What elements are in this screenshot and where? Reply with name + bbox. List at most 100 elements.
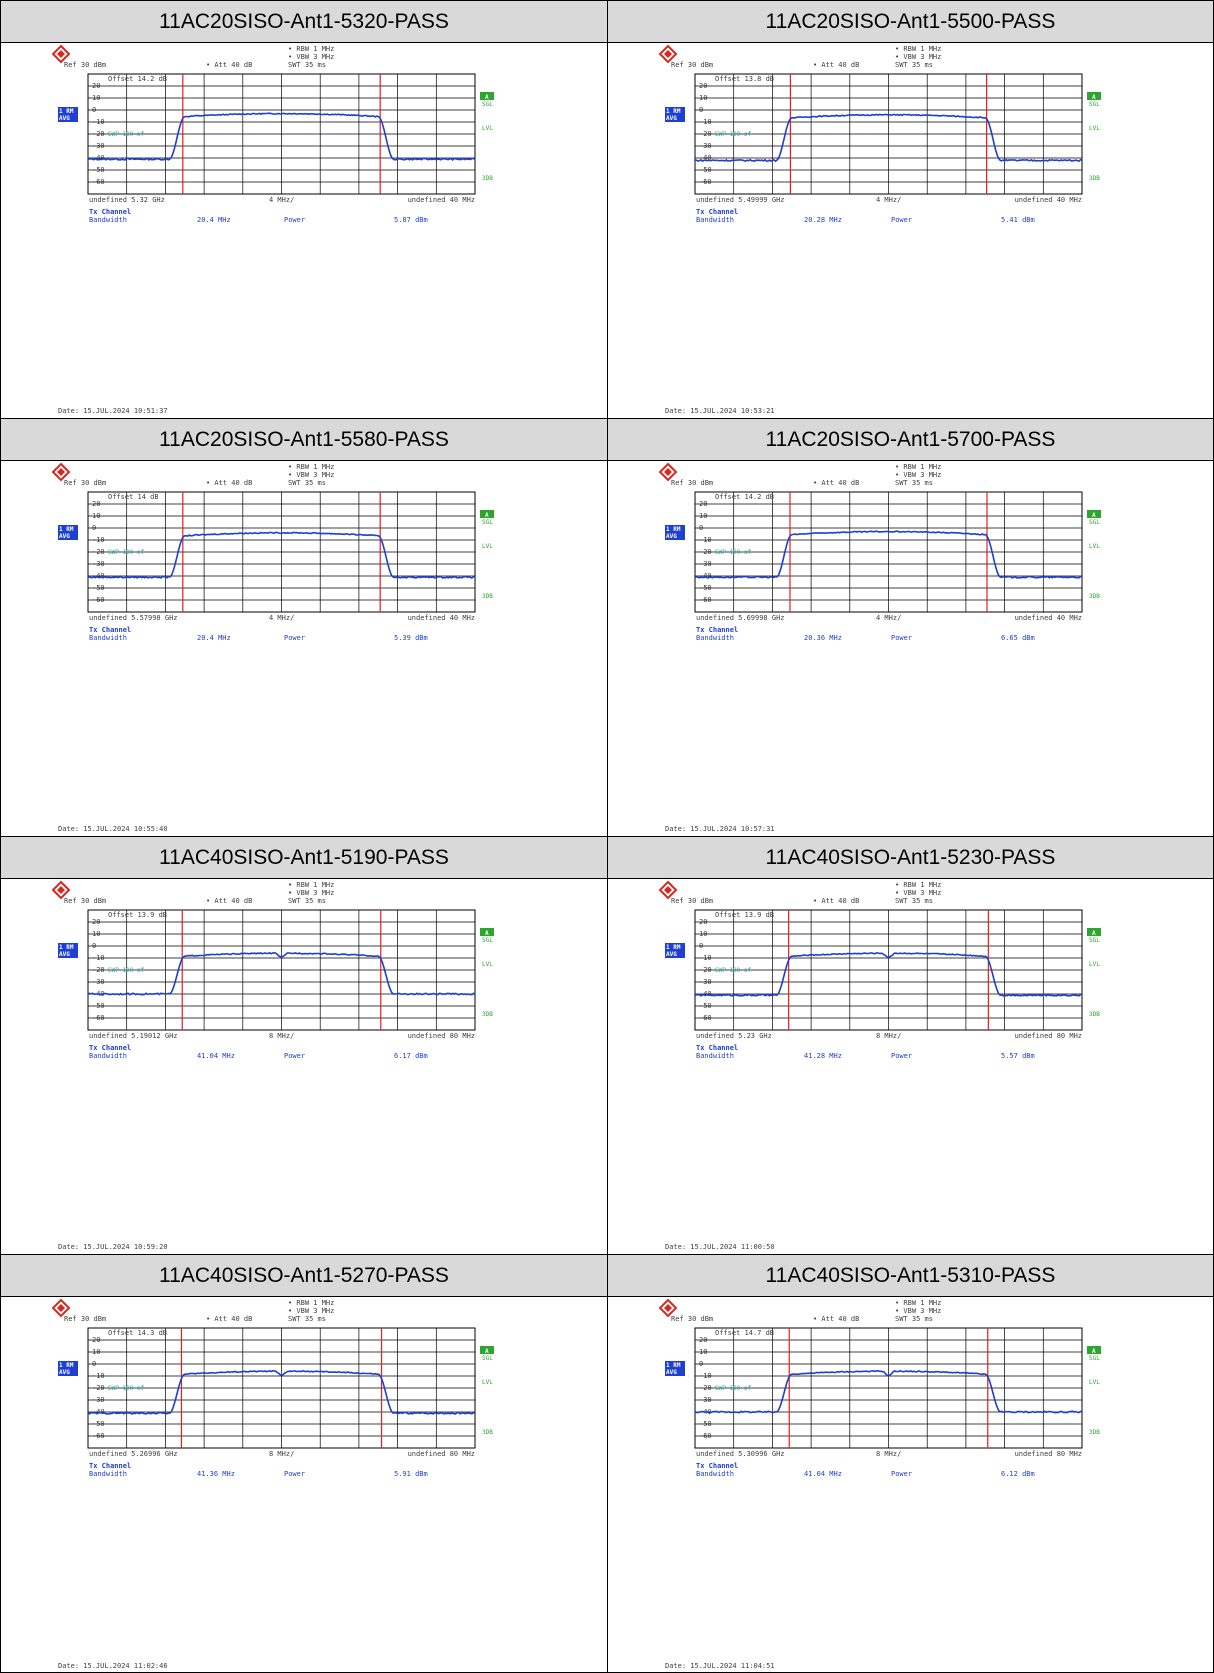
chart-cell: 11AC20SISO-Ant1-5500-PASS • RBW 1 MHz • VB… (607, 0, 1214, 418)
tx-channel-heading: Tx Channel (89, 208, 131, 216)
side-3db-label: 3DB (1089, 593, 1100, 600)
swt-label: SWT 35 ms (288, 897, 326, 905)
trace-label: 1 RM (59, 108, 74, 115)
chart-cell: 11AC40SISO-Ant1-5270-PASS • RBW 1 MHz • VB… (0, 1254, 607, 1673)
side-lvl-label: LVL (482, 125, 493, 132)
power-value: 5.91 dBm (394, 1470, 428, 1478)
power-label: Power (284, 216, 305, 224)
ref-level-label: Ref 30 dBm (64, 1315, 106, 1323)
date-stamp: Date: 15.JUL.2024 10:55:40 (58, 825, 168, 833)
offset-label: Offset 13.8 dB (715, 75, 774, 83)
power-value: 5.41 dBm (1001, 216, 1035, 224)
sweep-label: SWP 100 of (108, 967, 145, 974)
rohde-schwarz-logo-icon (51, 44, 71, 64)
trace-mode: AVG (666, 1369, 677, 1376)
span-label: undefined 80 MHz (1015, 1450, 1082, 1458)
side-lvl-label: LVL (1089, 1379, 1100, 1386)
tx-channel-heading: Tx Channel (696, 626, 738, 634)
side-sgl-label: SGL (482, 519, 493, 526)
rbw-label: • RBW 1 MHz (288, 881, 334, 889)
swt-label: SWT 35 ms (288, 61, 326, 69)
chart-cell: 11AC20SISO-Ant1-5700-PASS • RBW 1 MHz • VB… (607, 418, 1214, 836)
rohde-schwarz-logo-icon (658, 1298, 678, 1318)
tx-channel-heading: Tx Channel (696, 1462, 738, 1470)
plot-grid (694, 491, 1083, 613)
date-stamp: Date: 15.JUL.2024 10:51:37 (58, 407, 168, 415)
bandwidth-value: 41.36 MHz (197, 1470, 235, 1478)
date-stamp: Date: 15.JUL.2024 11:00:50 (665, 1243, 775, 1251)
sweep-label: SWP 100 of (715, 131, 752, 138)
attenuation-label: • Att 40 dB (813, 479, 859, 487)
chart-title: 11AC40SISO-Ant1-5230-PASS (608, 837, 1213, 879)
rbw-label: • RBW 1 MHz (895, 45, 941, 53)
division-label: 4 MHz/ (876, 196, 901, 204)
date-stamp: Date: 15.JUL.2024 11:04:51 (665, 1662, 775, 1670)
power-value: 5.39 dBm (394, 634, 428, 642)
chart-title: 11AC20SISO-Ant1-5700-PASS (608, 419, 1213, 461)
center-frequency-label: undefined 5.49999 GHz (696, 196, 785, 204)
trace-mode: AVG (59, 1369, 70, 1376)
power-label: Power (891, 634, 912, 642)
vbw-label: • VBW 3 MHz (288, 1307, 334, 1315)
ref-level-label: Ref 30 dBm (671, 897, 713, 905)
center-frequency-label: undefined 5.26996 GHz (89, 1450, 178, 1458)
rbw-label: • RBW 1 MHz (288, 463, 334, 471)
trace-label: 1 RM (666, 526, 681, 533)
chart-title: 11AC20SISO-Ant1-5500-PASS (608, 1, 1213, 43)
division-label: 4 MHz/ (269, 196, 294, 204)
trace-label: 1 RM (666, 1362, 681, 1369)
side-3db-label: 3DB (482, 593, 493, 600)
center-frequency-label: undefined 5.19012 GHz (89, 1032, 178, 1040)
vbw-label: • VBW 3 MHz (288, 471, 334, 479)
tx-channel-heading: Tx Channel (89, 1044, 131, 1052)
side-a-label: A (485, 94, 489, 101)
tx-channel-heading: Tx Channel (89, 1462, 131, 1470)
spectrum-trace (87, 112, 476, 161)
analyzer-screenshot: • RBW 1 MHz • VBW 3 MHz SWT 35 ms Ref 30 dB… (608, 461, 1213, 836)
plot-grid (694, 1327, 1083, 1449)
sweep-label: SWP 100 of (715, 967, 752, 974)
power-value: 6.65 dBm (1001, 634, 1035, 642)
side-lvl-label: LVL (482, 1379, 493, 1386)
chart-cell: 11AC20SISO-Ant1-5580-PASS • RBW 1 MHz • VB… (0, 418, 607, 836)
side-sgl-label: SGL (1089, 519, 1100, 526)
span-label: undefined 80 MHz (408, 1032, 475, 1040)
side-a-label: A (1092, 512, 1096, 519)
attenuation-label: • Att 40 dB (813, 897, 859, 905)
date-stamp: Date: 15.JUL.2024 10:59:20 (58, 1243, 168, 1251)
sweep-label: SWP 100 of (108, 1385, 145, 1392)
vbw-label: • VBW 3 MHz (288, 53, 334, 61)
power-value: 5.87 dBm (394, 216, 428, 224)
rbw-label: • RBW 1 MHz (895, 463, 941, 471)
power-label: Power (891, 1052, 912, 1060)
span-label: undefined 80 MHz (408, 1450, 475, 1458)
chart-cell: 11AC20SISO-Ant1-5320-PASS • RBW 1 MHz • VB… (0, 0, 607, 418)
spectrum-trace (87, 951, 476, 996)
bandwidth-label: Bandwidth (89, 1470, 127, 1478)
side-lvl-label: LVL (1089, 543, 1100, 550)
analyzer-screenshot: • RBW 1 MHz • VBW 3 MHz SWT 35 ms Ref 30 dB… (1, 879, 607, 1254)
offset-label: Offset 14.3 dB (108, 1329, 167, 1337)
analyzer-screenshot: • RBW 1 MHz • VBW 3 MHz SWT 35 ms Ref 30 dB… (608, 1297, 1213, 1672)
bandwidth-value: 41.28 MHz (804, 1052, 842, 1060)
side-3db-label: 3DB (482, 175, 493, 182)
side-3db-label: 3DB (482, 1011, 493, 1018)
side-sgl-label: SGL (482, 101, 493, 108)
chart-title: 11AC20SISO-Ant1-5580-PASS (1, 419, 607, 461)
division-label: 4 MHz/ (876, 614, 901, 622)
side-3db-label: 3DB (1089, 1011, 1100, 1018)
vbw-label: • VBW 3 MHz (895, 471, 941, 479)
rohde-schwarz-logo-icon (51, 1298, 71, 1318)
ref-level-label: Ref 30 dBm (64, 61, 106, 69)
division-label: 8 MHz/ (876, 1450, 901, 1458)
swt-label: SWT 35 ms (288, 479, 326, 487)
